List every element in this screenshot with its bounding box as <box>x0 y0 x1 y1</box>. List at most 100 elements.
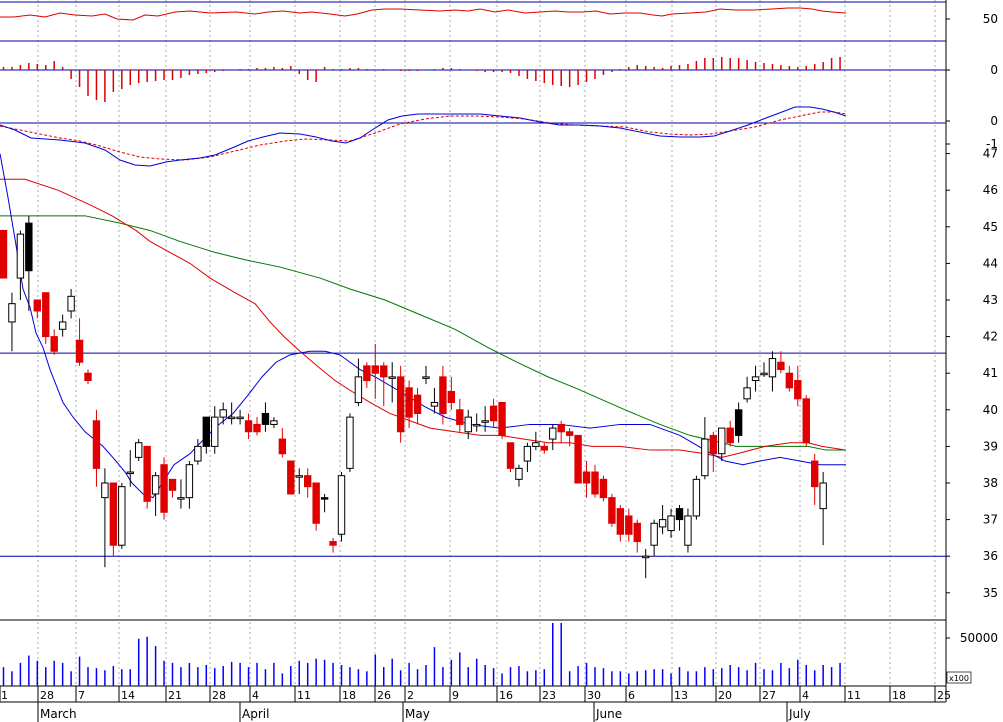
candle-body <box>473 423 481 427</box>
candle-body <box>227 416 236 420</box>
candle-body <box>253 423 261 433</box>
candle-body <box>304 475 312 488</box>
candle-body <box>422 376 430 379</box>
candle-body <box>337 475 346 535</box>
candle <box>439 365 447 425</box>
candle <box>692 475 701 520</box>
vertical-gridlines <box>37 0 936 685</box>
candle <box>50 329 58 355</box>
candle-body <box>608 497 616 524</box>
candle <box>616 504 625 542</box>
candle-body <box>726 427 734 444</box>
candle-body <box>430 401 439 407</box>
candle-body <box>126 471 134 475</box>
candle-body <box>802 398 810 444</box>
candle-body <box>101 482 109 499</box>
candle <box>388 362 396 403</box>
candle-body <box>811 460 819 488</box>
candle <box>743 376 751 403</box>
date-tick-label: 2 <box>407 689 414 702</box>
rsi-tick-label: 50 <box>983 12 998 26</box>
candle-body <box>481 420 489 423</box>
candle-body <box>295 475 303 478</box>
candle-body <box>625 515 633 535</box>
candle <box>0 229 8 279</box>
candle <box>540 442 548 454</box>
candle-body <box>718 427 726 455</box>
candle <box>75 318 84 366</box>
candle-body <box>109 482 118 546</box>
candle-body <box>346 416 354 469</box>
candle <box>734 402 743 443</box>
candle <box>794 365 802 407</box>
candle <box>709 431 717 473</box>
candle-body <box>464 416 472 433</box>
candle-body <box>565 431 574 436</box>
candle-body <box>701 438 709 477</box>
histogram-tick-label: 0 <box>990 63 998 77</box>
candle <box>768 351 777 392</box>
candle-body <box>160 464 168 513</box>
month-label: March <box>40 707 77 721</box>
candle <box>219 402 227 425</box>
candle <box>413 387 422 425</box>
volume-unit-label: x100 <box>949 674 969 683</box>
date-tick-label: 23 <box>542 689 556 702</box>
date-tick-label: 1 <box>1 689 8 702</box>
candle <box>549 424 557 451</box>
candle-body <box>371 365 380 374</box>
candle <box>168 478 177 498</box>
date-tick-label: 28 <box>40 689 54 702</box>
date-axis: 1 28 7 14 21 28 4 11 18 26 2 9 16 23 30 6 13 20 27 4 11 18 25 M… <box>0 686 951 722</box>
candle-body <box>616 508 625 535</box>
candle <box>565 428 574 447</box>
price-tick-label: 40 <box>983 403 998 417</box>
month-label: May <box>405 707 430 721</box>
candle <box>270 417 278 429</box>
price-tick-label: 37 <box>983 513 998 527</box>
volume-panel <box>2 623 841 686</box>
candle <box>726 420 734 447</box>
candle-body <box>75 339 84 363</box>
candle <box>802 395 810 447</box>
candle <box>194 439 202 465</box>
candle-body <box>532 442 540 447</box>
candle <box>396 365 405 443</box>
candle-body <box>456 409 464 425</box>
candle <box>67 289 75 319</box>
candle <box>151 472 160 516</box>
candle-body <box>25 222 33 272</box>
candle-body <box>599 478 608 499</box>
candle-body <box>667 515 675 532</box>
candle <box>346 413 354 473</box>
candle-body <box>363 365 371 382</box>
candle-body <box>794 380 802 400</box>
date-tick-label: 20 <box>718 689 732 702</box>
candle <box>405 380 413 429</box>
date-tick-label: 25 <box>937 689 951 702</box>
candle-body <box>540 445 548 451</box>
candle <box>363 362 371 388</box>
candle-body <box>498 401 506 436</box>
candle-body <box>151 475 160 495</box>
date-tick-label: 14 <box>121 689 135 702</box>
candle-body <box>236 416 244 420</box>
macd-line <box>0 106 847 167</box>
rsi-panel <box>0 7 847 21</box>
candle <box>574 434 582 484</box>
candle <box>92 409 101 487</box>
date-tick-label: 28 <box>212 689 226 702</box>
candle <box>760 362 768 377</box>
candle <box>608 493 616 527</box>
date-tick-label: 18 <box>892 689 906 702</box>
candle <box>532 431 540 451</box>
candle-body <box>549 427 557 440</box>
candle <box>143 445 151 509</box>
candle-body <box>692 478 701 517</box>
candle-body <box>270 420 278 425</box>
candle-body <box>58 321 67 330</box>
candle <box>354 358 363 407</box>
candle <box>701 417 709 480</box>
candle-body <box>388 376 396 379</box>
